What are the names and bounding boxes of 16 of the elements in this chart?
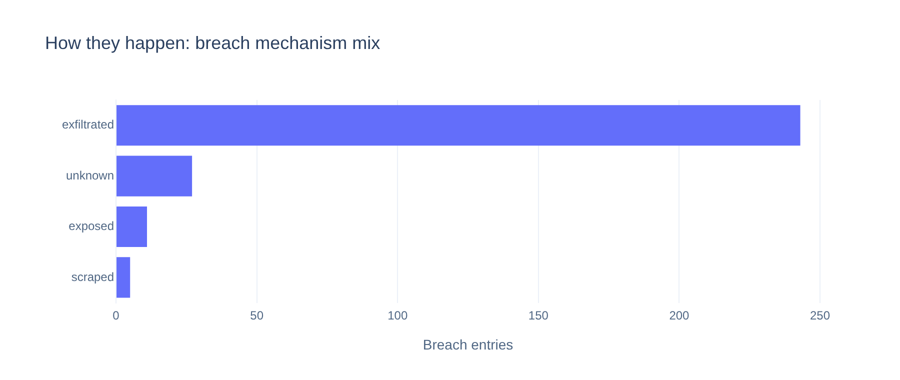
y-tick-label: unknown xyxy=(66,168,114,182)
bar xyxy=(116,105,800,146)
y-tick-label: scraped xyxy=(71,270,114,284)
bar xyxy=(116,257,130,298)
x-tick-label: 200 xyxy=(669,308,690,322)
chart-title: How they happen: breach mechanism mix xyxy=(45,33,380,54)
x-axis-title: Breach entries xyxy=(422,336,514,352)
y-tick-label: exposed xyxy=(68,219,114,234)
x-tick-label: 0 xyxy=(112,308,120,322)
y-tick-label: exfiltrated xyxy=(62,118,114,132)
bar xyxy=(116,206,147,248)
x-tick-label: 250 xyxy=(810,308,830,322)
x-tick-label: 150 xyxy=(528,308,549,322)
x-tick-label: 50 xyxy=(250,308,264,322)
x-tick-label: 100 xyxy=(388,308,408,322)
bar xyxy=(116,156,192,196)
